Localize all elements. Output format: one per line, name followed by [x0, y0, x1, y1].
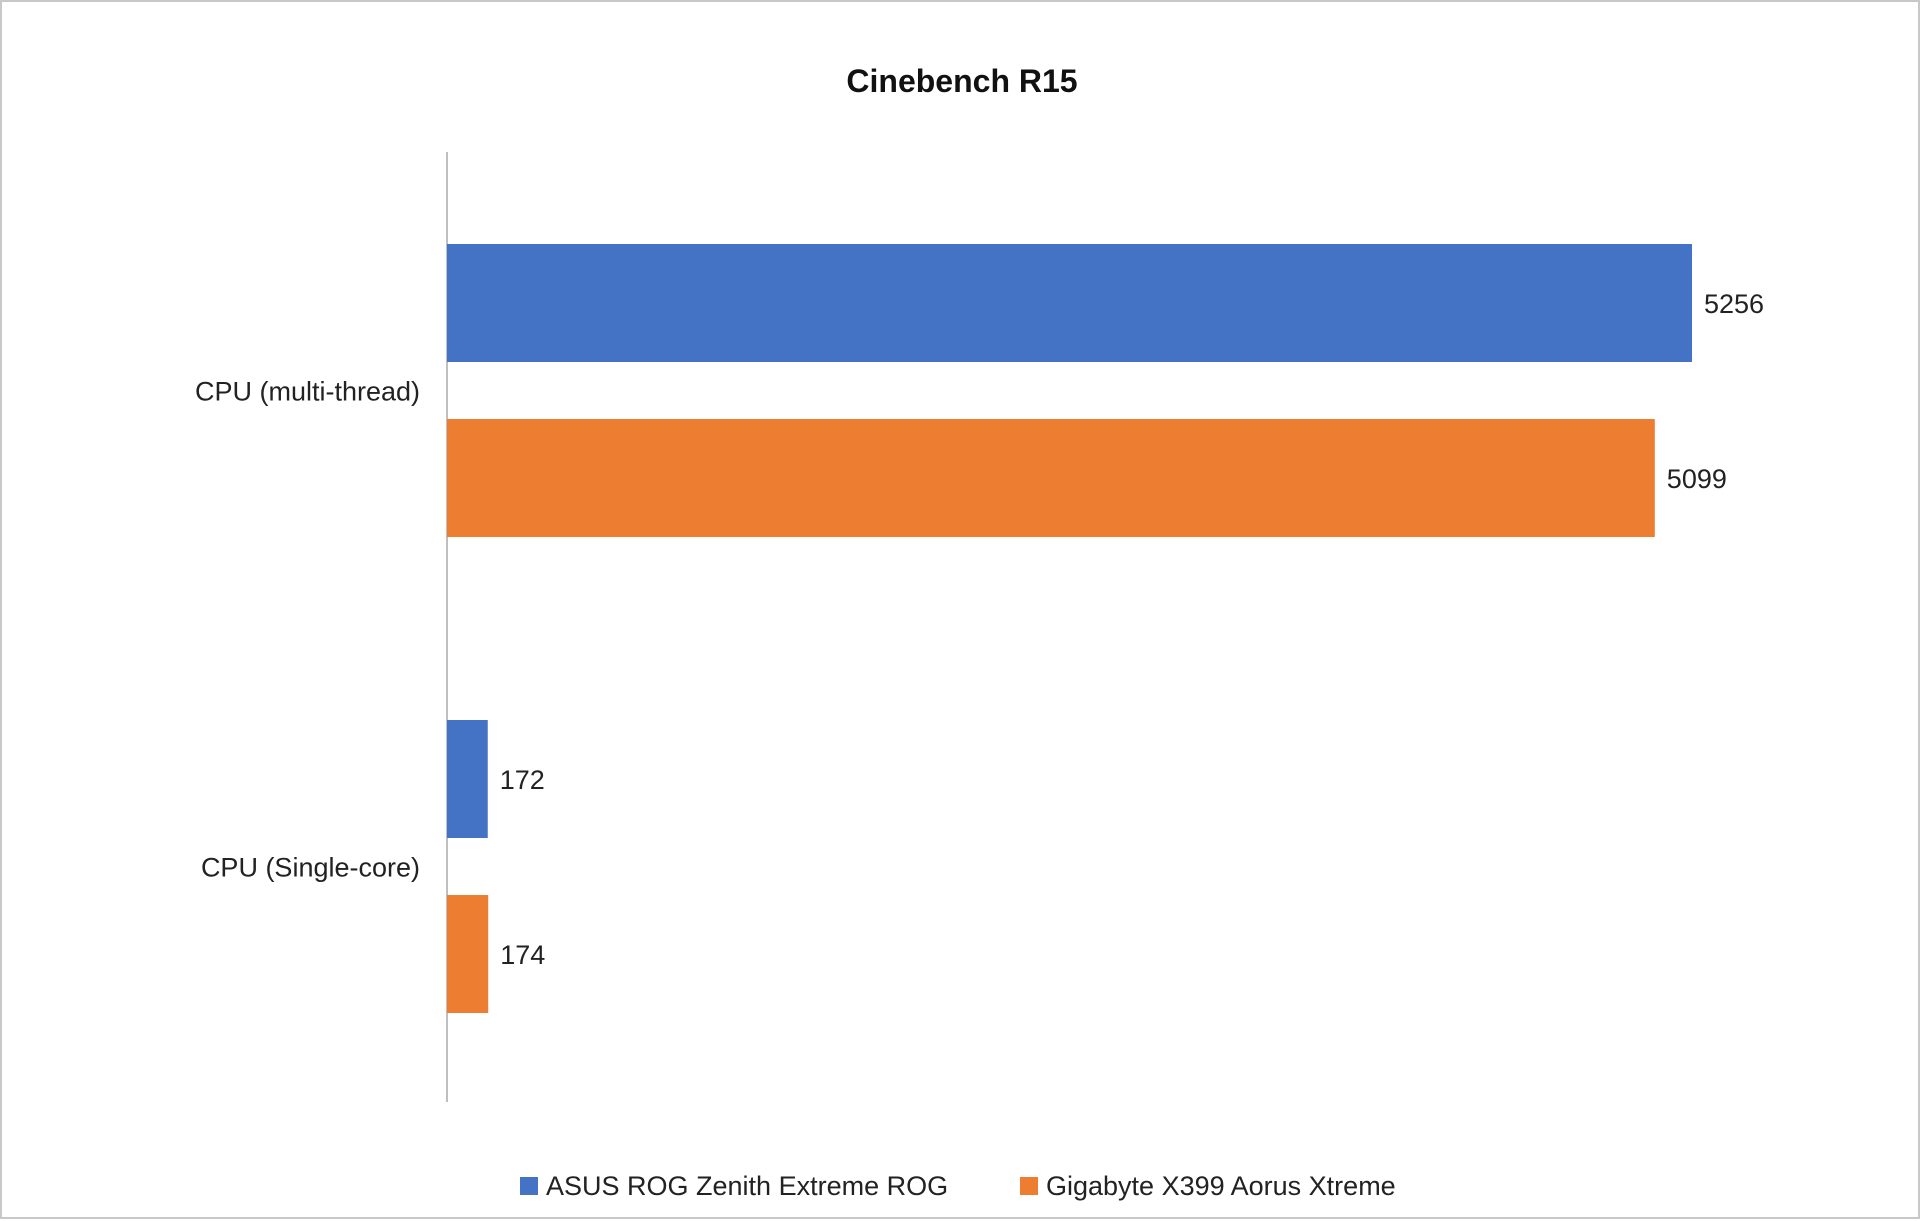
bar-0-0 — [447, 244, 1692, 362]
bar-1-0 — [447, 720, 488, 838]
data-label-0-1: 5099 — [1667, 464, 1727, 494]
data-label-0-0: 5256 — [1704, 289, 1764, 319]
legend-label-0: ASUS ROG Zenith Extreme ROG — [546, 1171, 948, 1201]
chart-title: Cinebench R15 — [846, 63, 1077, 99]
category-label-1: CPU (Single-core) — [201, 853, 420, 883]
legend-label-1: Gigabyte X399 Aorus Xtreme — [1046, 1171, 1396, 1201]
legend-swatch-0 — [520, 1177, 538, 1195]
data-label-1-1: 174 — [500, 940, 545, 970]
data-labels-layer: 5256 5099 172 174 — [500, 289, 1764, 970]
bars-layer — [447, 244, 1692, 1013]
category-label-0: CPU (multi-thread) — [195, 377, 420, 407]
data-label-1-0: 172 — [500, 765, 545, 795]
bar-0-1 — [447, 419, 1655, 537]
category-labels-layer: CPU (multi-thread) CPU (Single-core) — [195, 377, 420, 883]
legend-swatch-1 — [1020, 1177, 1038, 1195]
bar-1-1 — [447, 895, 489, 1013]
legend: ASUS ROG Zenith Extreme ROG Gigabyte X399… — [520, 1171, 1396, 1201]
